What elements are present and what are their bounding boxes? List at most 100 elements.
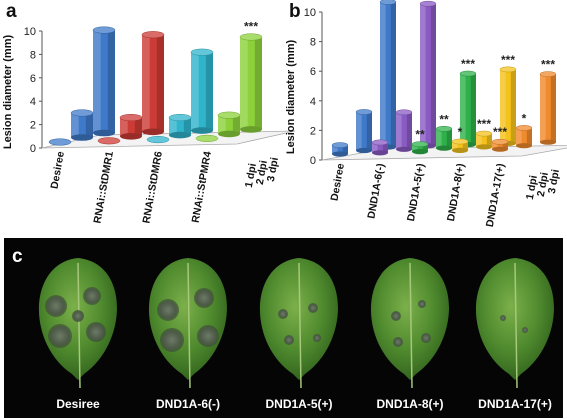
lesion-spot [48, 324, 72, 348]
bar-highlight [332, 145, 338, 154]
leaf-3 [370, 258, 450, 389]
bar-highlight [492, 141, 498, 150]
y-tick-label: 0 [310, 155, 316, 167]
bar-shadow [486, 133, 492, 147]
bar-bottom-cap [218, 130, 240, 138]
bar-a-1-2 [141, 31, 165, 136]
y-axis-label: Lesion diameter (mm) [285, 40, 297, 155]
bar-highlight [380, 1, 386, 147]
bar-bottom-cap [240, 126, 262, 133]
panel-c-photo: c Desiree DND1A-6(-) DND1A-5(+) DND1A-8(+) DN… [4, 238, 563, 418]
bar-shadow [183, 117, 191, 136]
bar-bottom-cap [169, 131, 191, 139]
bar-shadow [462, 141, 468, 151]
category-label: RNAi::StPMR4 [190, 150, 214, 223]
bar-highlight [169, 117, 177, 136]
bar-highlight [372, 142, 378, 153]
leaf-midrib [77, 262, 81, 389]
bar-b-0-2 [379, 0, 397, 150]
y-tick-label: 4 [310, 96, 316, 108]
bar-highlight [460, 73, 466, 145]
bar-bottom-cap [372, 150, 388, 156]
bar-a-0-1 [70, 109, 94, 141]
bar-top-cap [379, 0, 397, 5]
category-label: Desiree [329, 162, 347, 202]
lesion-spot [157, 299, 179, 321]
bar-b-0-1 [355, 109, 373, 154]
leaf-midrib [298, 262, 302, 389]
bar-top-cap [451, 138, 469, 145]
bar-highlight [191, 52, 199, 131]
leaf-blade [475, 258, 555, 380]
bar-highlight [540, 74, 546, 143]
bar-top-cap [435, 126, 453, 132]
bar-top-cap [217, 111, 241, 119]
leaf-0 [38, 258, 118, 389]
leaf-blade [259, 258, 339, 380]
significance-label: ** [415, 128, 425, 142]
bar-bottom-cap [476, 144, 492, 150]
bar-top-cap [239, 33, 263, 41]
significance-label: *** [244, 20, 258, 34]
bar-shadow [134, 117, 142, 137]
y-tick-label: 6 [30, 73, 36, 85]
lesion-spot [194, 288, 214, 308]
lesion-spot [284, 335, 294, 345]
bar-highlight [476, 133, 482, 147]
bar-top-cap [48, 138, 72, 146]
significance-label: *** [493, 125, 507, 139]
leaf-label: DND1A-8(+) [376, 397, 443, 411]
bar-bottom-cap [452, 147, 468, 153]
bar-a-0-0 [48, 138, 72, 146]
leaf-midrib [409, 262, 413, 389]
bar-b-2-2 [459, 70, 477, 148]
panel-label-c: c [12, 246, 23, 267]
bar-shadow [366, 112, 372, 151]
bar-bottom-cap [436, 145, 452, 151]
significance-label: *** [541, 58, 555, 72]
bar-highlight [218, 115, 226, 134]
bar-b-4-2 [539, 71, 557, 145]
leaf-2 [259, 258, 339, 389]
panel-a-chart: a 0 2 4 6 8 10 Lesion diameter (mm) *** Desiree RN… [2, 1, 296, 224]
y-tick-label: 2 [30, 120, 36, 132]
bar-body [332, 145, 348, 154]
bar-bottom-cap [356, 147, 372, 154]
lesion-spot [313, 334, 321, 342]
y-tick-label: 0 [30, 143, 36, 155]
bar-shadow [205, 52, 213, 131]
bar-highlight [142, 34, 150, 132]
bar-highlight [500, 69, 506, 144]
bar-bottom-cap [396, 146, 412, 152]
leaf-4 [475, 258, 555, 389]
leaf-midrib [514, 262, 518, 389]
bar-top-cap [459, 70, 477, 77]
category-label: DND1A-5(+) [405, 162, 427, 222]
bar-shadow [470, 73, 476, 145]
bar-b-1-2 [419, 0, 437, 149]
bar-a-3-1 [217, 111, 241, 138]
bar-shadow [390, 1, 396, 147]
bar-bottom-cap [142, 128, 164, 136]
panel-label-a: a [6, 1, 17, 22]
bar-b-4-1 [515, 125, 533, 149]
bar-top-cap [119, 114, 143, 122]
bar-a-1-1 [119, 114, 143, 140]
bar-b-1-1 [395, 109, 413, 152]
significance-label: ** [439, 112, 449, 126]
bar-top-cap [195, 134, 219, 142]
depth-label: 3 dpi [265, 156, 281, 182]
significance-label: * [458, 125, 463, 139]
significance-label: *** [477, 117, 491, 131]
depth-label: 1 dpi [243, 162, 259, 188]
y-tick-label: 6 [310, 66, 316, 78]
bar-shadow [510, 69, 516, 144]
bar-a-2-2 [190, 48, 214, 134]
bar-top-cap [371, 139, 389, 146]
bar-top-cap [168, 114, 192, 122]
bar-bottom-cap [191, 127, 213, 134]
bar-shadow [446, 128, 452, 149]
bar-top-cap [539, 71, 557, 77]
bar-top-cap [97, 137, 121, 145]
lesion-spot [72, 310, 84, 322]
